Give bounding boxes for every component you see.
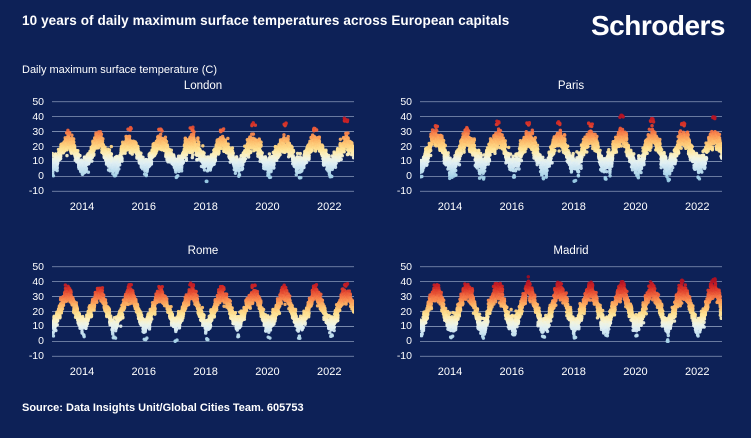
x-tick-label: 2022 <box>685 201 710 213</box>
subplot-title-rome: Rome <box>187 245 219 257</box>
y-tick-label: 50 <box>32 95 44 108</box>
y-tick-label: 30 <box>400 290 412 303</box>
x-tick-label: 2022 <box>685 366 710 378</box>
x-tick-label: 2016 <box>499 201 525 213</box>
x-tick-label: 2018 <box>193 366 218 378</box>
y-tick-label: 20 <box>400 140 412 153</box>
y-tick-label: 40 <box>400 275 412 288</box>
y-tick-label: 0 <box>38 335 44 348</box>
y-tick-label: -10 <box>396 350 412 363</box>
y-tick-label: 50 <box>400 260 412 273</box>
x-tick-label: 2014 <box>437 201 463 213</box>
y-tick-label: 30 <box>32 125 44 138</box>
charts-grid: London 50 40 30 20 10 0 -10 2014 2016 2018 2020 202… <box>12 80 722 378</box>
schroders-logo: Schroders <box>591 10 726 41</box>
plot-area-paris <box>420 98 722 195</box>
y-tick-label: -10 <box>28 185 44 198</box>
x-tick-label: 2022 <box>317 366 342 378</box>
y-tick-label: 40 <box>32 110 44 123</box>
y-tick-label: 40 <box>400 110 412 123</box>
y-tick-label: 20 <box>400 305 412 318</box>
y-tick-label: 40 <box>32 275 44 288</box>
plot-area-rome <box>52 263 354 360</box>
x-tick-label: 2014 <box>437 366 463 378</box>
x-tick-label: 2016 <box>499 366 525 378</box>
subplot-madrid: Madrid 50 40 30 20 10 0 -10 2014 2016 2018 2020 202… <box>380 245 722 378</box>
x-tick-label: 2016 <box>131 366 157 378</box>
y-tick-label: -10 <box>396 185 412 198</box>
x-tick-label: 2020 <box>255 366 280 378</box>
plot-area-madrid <box>420 263 722 360</box>
x-tick-label: 2020 <box>255 201 280 213</box>
y-tick-label: 0 <box>406 170 412 183</box>
x-tick-label: 2014 <box>69 366 95 378</box>
y-tick-label: 50 <box>32 260 44 273</box>
y-tick-label: 10 <box>400 320 412 333</box>
y-tick-label: 10 <box>400 155 412 168</box>
x-tick-label: 2020 <box>623 201 648 213</box>
x-tick-label: 2020 <box>623 366 648 378</box>
plot-area-london <box>52 98 354 195</box>
y-tick-label: 50 <box>400 95 412 108</box>
y-tick-label: 20 <box>32 140 44 153</box>
scatter-canvas-rome <box>52 263 354 360</box>
scatter-canvas-london <box>52 98 354 195</box>
x-tick-label: 2016 <box>131 201 157 213</box>
subplot-title-paris: Paris <box>557 80 585 92</box>
subplot-title-london: London <box>183 80 223 92</box>
y-tick-label: 20 <box>32 305 44 318</box>
y-tick-label: 10 <box>32 320 44 333</box>
scatter-canvas-paris <box>420 98 722 195</box>
y-axis-label: Daily maximum surface temperature (C) <box>22 64 217 76</box>
x-tick-label: 2018 <box>561 201 586 213</box>
page-title: 10 years of daily maximum surface temper… <box>22 13 510 28</box>
subplot-london: London 50 40 30 20 10 0 -10 2014 2016 2018 2020 202… <box>12 80 354 213</box>
y-tick-label: 30 <box>32 290 44 303</box>
y-tick-label: 0 <box>38 170 44 183</box>
y-tick-label: 0 <box>406 335 412 348</box>
subplot-title-madrid: Madrid <box>553 245 589 257</box>
x-tick-label: 2018 <box>193 201 218 213</box>
subplot-paris: Paris 50 40 30 20 10 0 -10 2014 2016 2018 2020 2022 <box>380 80 722 213</box>
x-tick-label: 2018 <box>561 366 586 378</box>
source-note: Source: Data Insights Unit/Global Cities… <box>22 402 304 414</box>
y-tick-label: 30 <box>400 125 412 138</box>
y-tick-label: -10 <box>28 350 44 363</box>
scatter-canvas-madrid <box>420 263 722 360</box>
x-tick-label: 2014 <box>69 201 95 213</box>
subplot-rome: Rome 50 40 30 20 10 0 -10 2014 2016 2018 2020 2022 <box>12 245 354 378</box>
x-tick-label: 2022 <box>317 201 342 213</box>
y-tick-label: 10 <box>32 155 44 168</box>
